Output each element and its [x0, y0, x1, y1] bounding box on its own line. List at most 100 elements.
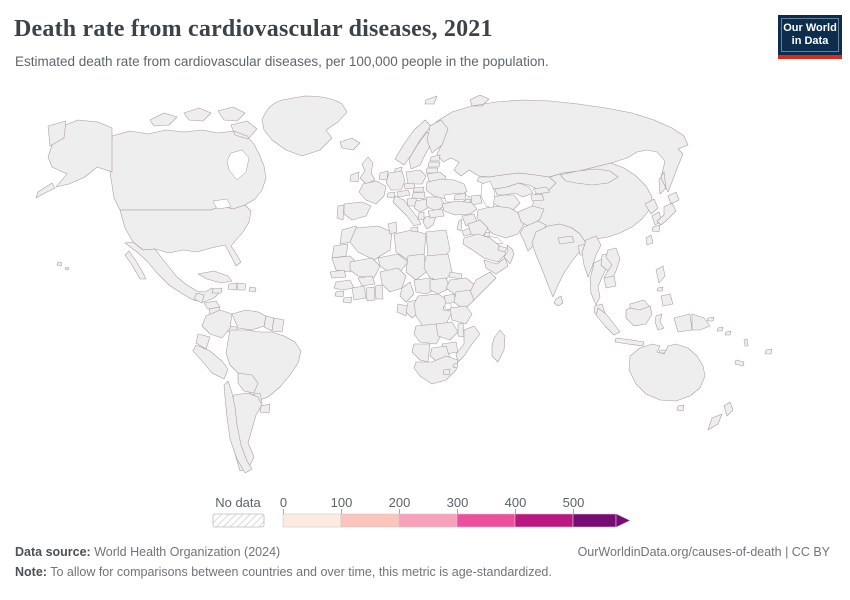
country-kenya[interactable] — [453, 289, 475, 311]
country-cote-divoire[interactable] — [351, 285, 367, 301]
country-chad[interactable] — [405, 253, 427, 281]
country-latvia[interactable] — [427, 161, 441, 168]
legend-bin-400-500[interactable] — [514, 513, 574, 528]
country-svalbard[interactable] — [424, 95, 438, 105]
country-turkey[interactable] — [441, 200, 478, 216]
country-mozambique[interactable] — [455, 325, 481, 363]
country-germany[interactable] — [385, 170, 406, 191]
country-togo-benin[interactable] — [374, 284, 384, 300]
country-eswatini[interactable] — [452, 362, 459, 369]
country-south-sudan[interactable] — [429, 277, 451, 295]
country-namibia[interactable] — [411, 343, 431, 363]
country-austria[interactable] — [396, 189, 411, 198]
country-azerbaijan[interactable] — [470, 194, 483, 206]
country-benelux[interactable] — [378, 170, 389, 181]
country-portugal[interactable] — [336, 204, 345, 221]
country-finland[interactable] — [426, 119, 449, 154]
country-mali[interactable] — [349, 257, 381, 279]
country-algeria[interactable] — [349, 225, 393, 261]
country-burkina-faso[interactable] — [357, 275, 376, 287]
country-sri-lanka[interactable] — [553, 295, 564, 307]
country-fiji[interactable] — [764, 348, 773, 355]
country-france[interactable] — [358, 180, 387, 205]
legend-bin-300-400[interactable] — [456, 513, 516, 528]
country-slovakia[interactable] — [412, 186, 425, 193]
owid-link[interactable]: OurWorldinData.org/causes-of-death | CC … — [577, 545, 830, 559]
country-australia[interactable] — [628, 343, 706, 412]
country-canada[interactable] — [109, 106, 267, 211]
country-myanmar[interactable] — [581, 235, 602, 278]
country-liberia[interactable] — [342, 296, 353, 304]
country-mexico[interactable] — [124, 241, 221, 303]
country-new-caledonia[interactable] — [734, 359, 745, 367]
country-spain[interactable] — [343, 201, 372, 221]
country-afghanistan[interactable] — [517, 205, 545, 228]
country-uk[interactable] — [359, 156, 376, 185]
country-colombia[interactable] — [201, 309, 233, 339]
country-lithuania[interactable] — [425, 167, 439, 174]
country-bulgaria[interactable] — [427, 208, 445, 219]
country-poland[interactable] — [405, 169, 427, 185]
country-greece[interactable] — [422, 215, 437, 230]
country-new-zealand[interactable] — [707, 401, 734, 431]
country-chile[interactable] — [223, 380, 253, 474]
country-nepal[interactable] — [557, 235, 575, 245]
country-mongolia[interactable] — [559, 168, 619, 186]
legend-bin-0-100[interactable] — [282, 513, 342, 528]
country-albania[interactable] — [417, 211, 425, 221]
country-venezuela[interactable] — [231, 309, 267, 331]
legend-no-data-swatch[interactable] — [212, 513, 265, 528]
legend-bin-100-200[interactable] — [340, 513, 400, 528]
country-tanzania[interactable] — [449, 305, 473, 325]
country-brazil[interactable] — [225, 329, 302, 402]
country-switzerland[interactable] — [386, 191, 396, 199]
country-guatemala[interactable] — [193, 292, 205, 304]
country-uzbekistan[interactable] — [494, 182, 534, 198]
country-sudan[interactable] — [423, 253, 453, 283]
country-philippines[interactable] — [655, 265, 674, 307]
country-puerto-rico[interactable] — [248, 286, 257, 293]
country-kyrgyzstan[interactable] — [532, 186, 551, 195]
legend-bin-500-plus[interactable] — [572, 513, 617, 528]
country-solomon-islands[interactable] — [716, 326, 732, 336]
country-egypt[interactable] — [425, 229, 451, 259]
country-western-sahara[interactable] — [331, 243, 349, 259]
country-senegal[interactable] — [329, 269, 347, 279]
country-dominican-republic[interactable] — [236, 282, 247, 291]
country-tajikistan[interactable] — [530, 193, 545, 202]
country-ireland[interactable] — [349, 171, 360, 183]
country-yemen[interactable] — [483, 257, 509, 275]
country-somalia[interactable] — [469, 271, 497, 303]
country-zambia[interactable] — [435, 321, 459, 341]
owid-logo[interactable]: Our World in Data — [778, 15, 842, 59]
country-greenland[interactable] — [261, 95, 348, 157]
country-taiwan[interactable] — [645, 234, 654, 246]
country-czechia[interactable] — [403, 182, 416, 190]
country-cambodia[interactable] — [603, 275, 617, 289]
country-serbia[interactable] — [413, 198, 429, 213]
country-estonia[interactable] — [429, 154, 441, 162]
country-guinea[interactable] — [333, 279, 355, 291]
legend-bin-200-300[interactable] — [398, 513, 458, 528]
country-uae[interactable] — [497, 245, 508, 253]
country-malawi[interactable] — [457, 322, 465, 338]
country-papua-new-guinea[interactable] — [691, 313, 715, 331]
country-south-africa[interactable] — [413, 355, 459, 385]
country-russia[interactable] — [47, 94, 689, 195]
country-cuba[interactable] — [197, 270, 233, 284]
country-georgia[interactable] — [453, 192, 467, 201]
country-tunisia[interactable] — [387, 221, 398, 235]
country-peru[interactable] — [192, 344, 229, 380]
country-vanuatu[interactable] — [743, 338, 749, 347]
country-suriname[interactable] — [271, 317, 285, 333]
country-kuwait[interactable] — [483, 231, 491, 238]
country-uruguay[interactable] — [259, 403, 271, 414]
country-ghana[interactable] — [365, 286, 376, 302]
country-japan[interactable] — [651, 191, 680, 233]
country-israel[interactable] — [456, 218, 463, 232]
country-iceland[interactable] — [339, 137, 361, 151]
country-madagascar[interactable] — [491, 329, 506, 363]
country-italy[interactable] — [392, 195, 422, 233]
country-india[interactable] — [531, 223, 587, 298]
country-haiti[interactable] — [227, 282, 238, 291]
